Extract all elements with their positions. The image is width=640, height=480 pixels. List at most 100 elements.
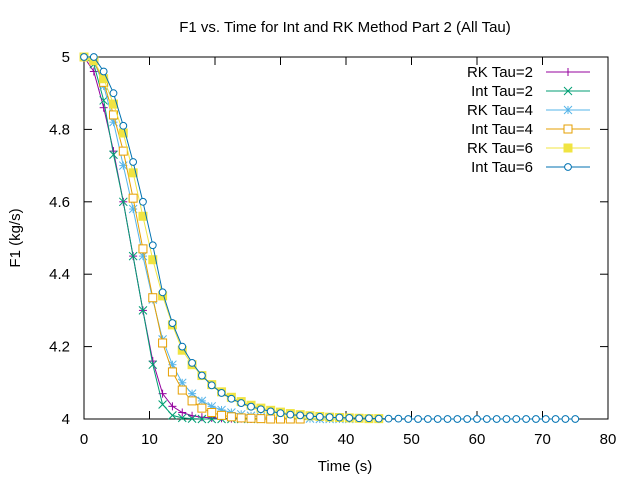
data-point	[207, 407, 217, 417]
data-point	[492, 415, 501, 423]
data-point	[187, 396, 197, 406]
x-tick-label: 20	[207, 431, 224, 448]
data-point	[226, 412, 236, 422]
data-point	[217, 410, 227, 420]
data-point	[227, 394, 236, 403]
series-5	[79, 52, 384, 424]
data-point	[197, 396, 207, 406]
data-point	[246, 413, 256, 423]
y-tick-label: 4	[62, 411, 70, 428]
data-point	[473, 415, 481, 423]
data-point	[561, 415, 570, 423]
data-point	[325, 413, 334, 422]
data-point	[433, 415, 442, 423]
data-point	[306, 412, 314, 421]
data-point	[563, 86, 573, 96]
data-point	[108, 99, 118, 109]
data-point	[177, 413, 187, 423]
data-point	[384, 414, 393, 423]
data-point	[138, 211, 148, 221]
data-point	[365, 414, 373, 423]
data-point	[197, 403, 207, 413]
data-point	[187, 414, 197, 423]
data-point	[571, 415, 580, 423]
x-tick-label: 50	[403, 431, 420, 448]
data-point	[99, 103, 108, 112]
y-tick-label: 4.8	[49, 121, 70, 138]
data-point	[99, 67, 108, 76]
data-point	[89, 67, 98, 76]
data-point	[148, 360, 158, 370]
x-tick-label: 30	[272, 431, 289, 448]
data-point	[414, 415, 422, 423]
chart-title: F1 vs. Time for Int and RK Method Part 2…	[179, 19, 511, 36]
data-point	[178, 342, 187, 351]
data-point	[168, 360, 177, 370]
data-point	[158, 400, 167, 409]
data-point	[502, 415, 511, 423]
data-point	[168, 411, 177, 420]
data-point	[335, 413, 344, 422]
y-tick-label: 4.2	[49, 339, 70, 356]
data-point	[563, 105, 573, 115]
series-layer	[79, 52, 580, 424]
data-point	[197, 414, 207, 424]
data-point	[256, 405, 265, 414]
data-point	[394, 414, 403, 423]
data-point	[266, 414, 276, 424]
data-point	[522, 415, 531, 423]
data-point	[482, 415, 491, 423]
data-point	[89, 53, 98, 61]
x-tick-label: 0	[80, 431, 88, 448]
data-point	[188, 358, 196, 367]
data-point	[266, 407, 275, 416]
legend-label: RK Tau=2	[467, 64, 533, 81]
series-line	[83, 56, 379, 420]
legend: RK Tau=2 Int Tau=2 RK Tau=4 Int Tau=4 RK Tau…	[467, 64, 590, 176]
data-point	[286, 410, 295, 419]
legend-label: RK Tau=6	[467, 140, 533, 157]
legend-label: Int Tau=2	[471, 83, 533, 100]
series-line	[83, 56, 350, 420]
data-point	[564, 68, 572, 76]
legend-item: Int Tau=2	[471, 83, 590, 100]
y-axis-title: F1 (kg/s)	[7, 208, 24, 267]
data-point	[109, 89, 118, 98]
data-point	[99, 96, 109, 105]
data-point	[138, 244, 148, 254]
data-point	[453, 415, 462, 423]
y-tick-label: 5	[62, 49, 70, 66]
data-point	[138, 251, 148, 261]
data-point	[148, 241, 157, 250]
data-point	[247, 402, 255, 411]
data-point	[118, 146, 128, 156]
data-point	[374, 414, 383, 423]
legend-item: RK Tau=2	[467, 64, 590, 81]
series-6	[80, 53, 580, 423]
data-point	[237, 399, 246, 407]
data-point	[541, 415, 550, 423]
data-point	[207, 381, 216, 390]
legend-label: RK Tau=4	[467, 102, 533, 119]
data-point	[404, 415, 413, 423]
y-tick-label: 4.6	[49, 194, 70, 211]
data-point	[345, 414, 354, 422]
data-point	[551, 415, 560, 423]
data-point	[315, 412, 324, 421]
data-point	[197, 413, 206, 422]
data-point	[128, 251, 138, 261]
legend-item: Int Tau=6	[471, 159, 590, 176]
x-tick-label: 60	[469, 431, 486, 448]
data-point	[80, 53, 88, 61]
data-point	[168, 319, 177, 327]
x-tick-label: 70	[534, 431, 551, 448]
data-point	[178, 408, 187, 417]
data-point	[563, 143, 573, 153]
data-point	[118, 197, 128, 207]
data-point	[128, 193, 138, 203]
data-point	[236, 413, 246, 423]
data-point	[138, 306, 148, 315]
data-point	[139, 197, 147, 206]
data-point	[198, 371, 206, 380]
